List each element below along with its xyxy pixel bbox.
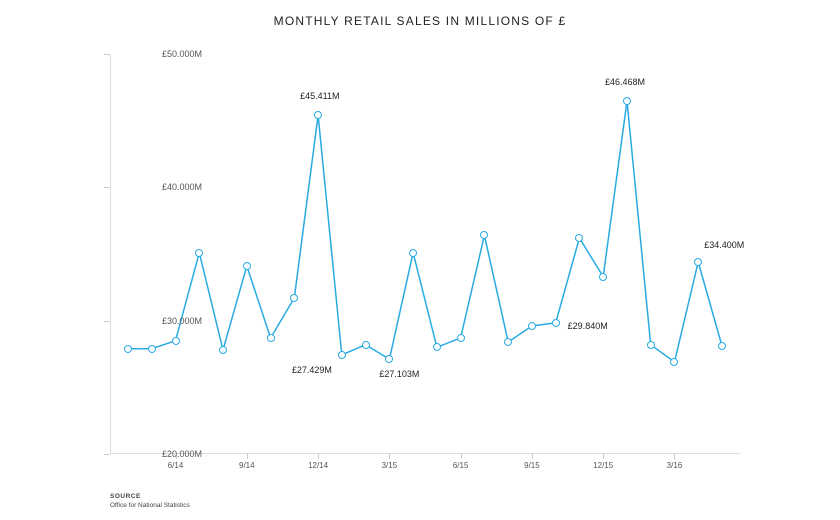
data-point [314,111,322,119]
data-annotation: £45.411M [300,91,339,101]
data-point [172,337,180,345]
source-credit: SOURCE Office for National Statistics [110,493,190,510]
x-tick [532,454,533,459]
data-annotation: £27.103M [379,369,419,379]
data-point [457,334,465,342]
x-axis-label: 12/14 [308,461,328,470]
x-axis-label: 9/14 [239,461,255,470]
data-point [243,262,251,270]
line-path-svg [110,54,740,454]
data-point [267,334,275,342]
data-point [718,342,726,350]
data-point [148,345,156,353]
y-tick [104,187,110,188]
x-tick [389,454,390,459]
y-axis-label: £50.000M [132,49,202,59]
x-tick [461,454,462,459]
y-axis-label: £20.000M [132,449,202,459]
x-axis-label: 3/15 [382,461,398,470]
data-point [480,231,488,239]
data-point [528,322,536,330]
data-point [219,346,227,354]
data-point [670,358,678,366]
chart-title: MONTHLY RETAIL SALES IN MILLIONS OF £ [0,14,840,28]
data-annotation: £46.468M [605,77,645,87]
data-point [338,351,346,359]
data-point [694,258,702,266]
x-tick [603,454,604,459]
x-axis-label: 9/15 [524,461,540,470]
data-point [290,294,298,302]
y-tick [104,454,110,455]
data-annotation: £29.840M [568,321,608,331]
plot-area: 6/149/1412/143/156/159/1512/153/16£45.41… [110,54,740,454]
x-tick [247,454,248,459]
data-point [575,234,583,242]
x-axis-label: 3/16 [667,461,683,470]
data-point [195,249,203,257]
data-point [409,249,417,257]
x-tick [318,454,319,459]
data-annotation: £34.400M [704,240,744,250]
y-tick [104,54,110,55]
data-annotation: £27.429M [292,365,332,375]
y-tick [104,321,110,322]
data-point [623,97,631,105]
data-point [433,343,441,351]
data-point [124,345,132,353]
data-point [385,355,393,363]
data-point [504,338,512,346]
series-line [128,101,722,362]
x-tick [674,454,675,459]
data-point [599,273,607,281]
x-axis-label: 6/14 [168,461,184,470]
data-point [362,341,370,349]
source-text: Office for National Statistics [110,502,190,510]
source-label: SOURCE [110,493,190,501]
data-point [647,341,655,349]
x-axis-label: 6/15 [453,461,469,470]
chart-container: { "chart": { "type": "line", "title": "M… [0,0,840,520]
y-axis-label: £30.000M [132,316,202,326]
data-point [552,319,560,327]
y-axis-label: £40.000M [132,182,202,192]
x-axis-label: 12/15 [593,461,613,470]
